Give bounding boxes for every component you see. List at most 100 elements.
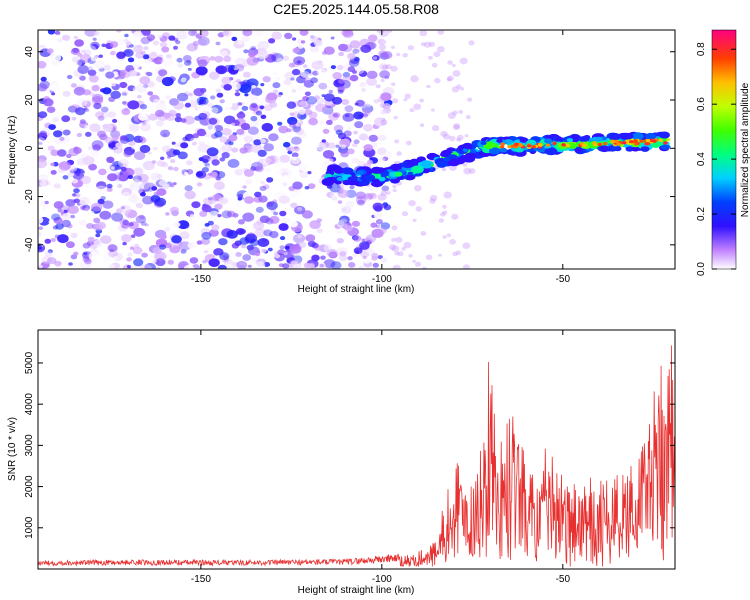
signal-blob xyxy=(469,149,477,154)
faint-blob xyxy=(459,57,468,65)
noise-blob xyxy=(218,197,229,205)
noise-blob xyxy=(134,243,140,248)
spectrogram-x-tick-label: -150 xyxy=(191,274,211,285)
faint-blob xyxy=(440,130,448,137)
noise-blob xyxy=(363,193,373,201)
noise-blob xyxy=(372,262,379,268)
noise-blob xyxy=(237,197,242,201)
signal-blob xyxy=(645,132,657,140)
noise-blob xyxy=(270,76,280,84)
noise-blob xyxy=(170,184,175,188)
noise-blob xyxy=(305,234,316,242)
noise-blob xyxy=(216,92,224,98)
noise-blob xyxy=(222,101,233,109)
faint-blob xyxy=(391,245,400,252)
noise-blob xyxy=(219,136,228,143)
noise-blob xyxy=(381,40,387,45)
noise-blob xyxy=(138,113,148,121)
noise-blob xyxy=(90,41,100,50)
noise-blob xyxy=(289,220,298,228)
noise-blob xyxy=(347,52,356,59)
faint-blob xyxy=(447,112,456,119)
noise-blob xyxy=(204,125,216,134)
noise-blob xyxy=(194,46,198,50)
noise-blob xyxy=(47,145,55,151)
noise-blob xyxy=(173,221,181,228)
noise-blob xyxy=(260,114,267,120)
faint-blob xyxy=(442,210,448,215)
noise-blob xyxy=(75,60,83,67)
noise-blob xyxy=(221,76,232,85)
faint-blob xyxy=(388,244,396,251)
noise-blob xyxy=(91,251,96,255)
signal-blob xyxy=(411,165,424,174)
noise-blob xyxy=(188,30,198,37)
noise-blob xyxy=(262,76,271,83)
noise-blob xyxy=(160,234,167,240)
noise-blob xyxy=(66,74,73,80)
noise-blob xyxy=(264,167,272,173)
noise-blob xyxy=(84,30,97,37)
noise-blob xyxy=(208,79,218,86)
faint-blob xyxy=(456,134,464,141)
faint-blob xyxy=(419,123,425,128)
spectrogram-y-axis-label: Frequency (Hz) xyxy=(7,116,18,185)
noise-blob xyxy=(73,251,79,256)
faint-blob xyxy=(431,125,440,132)
faint-blob xyxy=(468,40,475,46)
noise-blob xyxy=(333,112,341,118)
noise-blob xyxy=(301,229,307,234)
noise-blob xyxy=(92,93,104,103)
noise-blob xyxy=(352,143,358,148)
noise-blob xyxy=(172,182,177,186)
signal-core xyxy=(537,143,543,147)
snr-y-tick-label: 3000 xyxy=(24,434,35,457)
noise-blob xyxy=(95,111,105,119)
noise-blob xyxy=(101,43,106,48)
noise-blob xyxy=(328,89,333,94)
noise-blob xyxy=(168,35,176,41)
noise-blob xyxy=(143,46,149,51)
faint-blob xyxy=(463,167,472,175)
noise-blob xyxy=(92,144,101,152)
noise-blob xyxy=(372,56,378,60)
noise-blob xyxy=(351,157,360,164)
signal-blob xyxy=(544,147,558,156)
noise-blob xyxy=(186,43,198,52)
signal-core xyxy=(531,145,536,149)
faint-blob xyxy=(429,194,438,202)
snr-y-tick-label: 5000 xyxy=(24,351,35,374)
noise-blob xyxy=(208,158,213,162)
noise-blob xyxy=(54,234,60,239)
noise-blob xyxy=(67,171,75,177)
noise-blob xyxy=(223,84,232,91)
signal-blob xyxy=(489,147,501,155)
noise-blob xyxy=(168,76,176,82)
noise-blob xyxy=(102,123,114,132)
noise-blob xyxy=(101,106,109,113)
noise-blob xyxy=(129,182,141,191)
noise-blob xyxy=(378,63,389,71)
noise-blob xyxy=(71,178,78,184)
noise-blob xyxy=(165,220,171,224)
faint-blob xyxy=(385,64,392,70)
noise-blob xyxy=(162,133,168,137)
spectrogram-x-tick-label: -100 xyxy=(372,274,392,285)
noise-blob xyxy=(245,233,258,243)
noise-blob xyxy=(308,117,318,126)
noise-blob xyxy=(355,191,366,200)
noise-blob xyxy=(57,38,63,43)
noise-blob xyxy=(263,229,273,237)
noise-blob xyxy=(132,186,144,195)
noise-blob xyxy=(286,101,297,109)
noise-blob xyxy=(121,101,127,105)
faint-blob xyxy=(396,151,402,156)
noise-blob xyxy=(53,216,63,224)
faint-blob xyxy=(442,133,451,140)
noise-blob xyxy=(241,105,249,111)
noise-blob xyxy=(57,234,69,244)
noise-blob xyxy=(377,147,387,155)
noise-blob xyxy=(323,259,336,269)
faint-blob xyxy=(438,253,442,257)
noise-blob xyxy=(234,168,244,176)
